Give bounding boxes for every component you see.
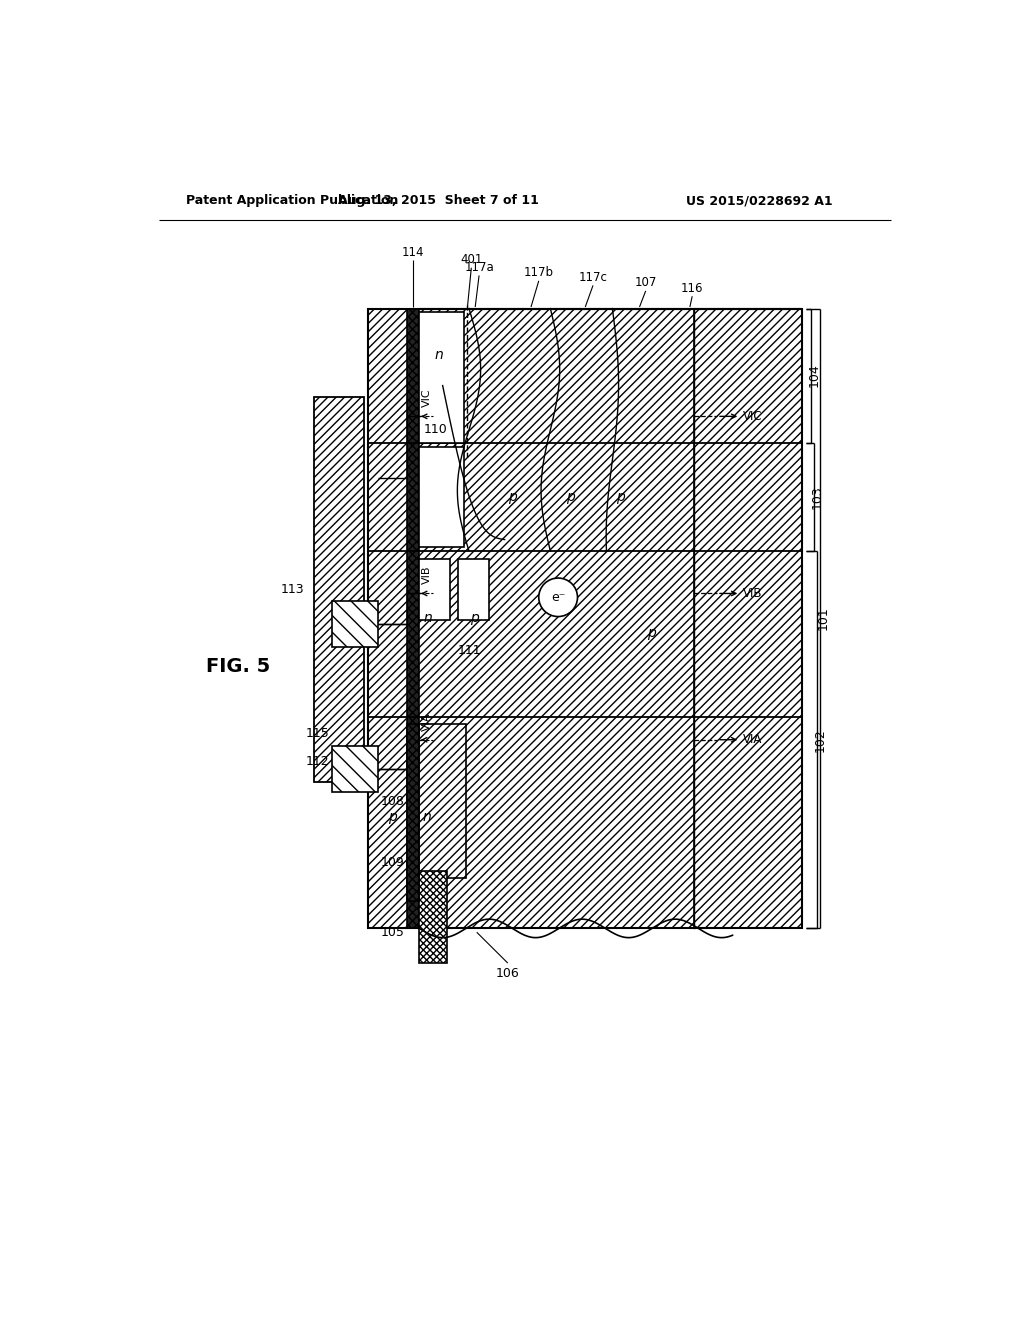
Text: FIG. 5: FIG. 5 <box>206 657 269 676</box>
Bar <box>407 309 420 928</box>
Text: US 2015/0228692 A1: US 2015/0228692 A1 <box>686 194 833 207</box>
Text: VIC: VIC <box>422 388 432 407</box>
Text: VIB: VIB <box>422 566 432 585</box>
Text: n: n <box>423 611 432 626</box>
Bar <box>420 447 464 548</box>
Text: 107: 107 <box>635 276 656 289</box>
Bar <box>407 725 420 902</box>
Text: VIA: VIA <box>742 733 762 746</box>
Bar <box>420 558 451 620</box>
Text: 113: 113 <box>281 583 305 597</box>
Text: VIA: VIA <box>422 711 432 730</box>
Text: p: p <box>566 490 574 504</box>
Text: 117c: 117c <box>579 271 607 284</box>
Text: VIC: VIC <box>742 409 762 422</box>
Text: 115: 115 <box>306 727 330 739</box>
Text: p: p <box>616 490 625 504</box>
Circle shape <box>539 578 578 616</box>
Text: 109: 109 <box>381 857 404 870</box>
Text: e⁻: e⁻ <box>551 591 565 603</box>
Text: 104: 104 <box>807 364 820 387</box>
Bar <box>458 558 489 620</box>
Text: Aug. 13, 2015  Sheet 7 of 11: Aug. 13, 2015 Sheet 7 of 11 <box>338 194 539 207</box>
Text: 111: 111 <box>458 644 481 656</box>
Bar <box>332 601 378 647</box>
Text: 105: 105 <box>381 925 404 939</box>
Bar <box>420 871 446 964</box>
Bar <box>420 725 466 878</box>
Text: 114: 114 <box>402 246 425 259</box>
Bar <box>369 309 802 928</box>
Text: 117a: 117a <box>464 261 494 275</box>
Text: 112: 112 <box>306 755 330 768</box>
Text: 401: 401 <box>460 253 482 267</box>
Text: 108: 108 <box>381 795 404 808</box>
Text: 102: 102 <box>814 727 826 751</box>
Bar <box>332 746 378 792</box>
Text: n: n <box>423 809 431 824</box>
Text: Patent Application Publication: Patent Application Publication <box>186 194 398 207</box>
Text: p: p <box>508 490 516 504</box>
Text: 103: 103 <box>810 486 823 510</box>
Bar <box>420 313 464 444</box>
Text: n: n <box>435 347 443 362</box>
Text: 110: 110 <box>423 422 447 436</box>
Bar <box>314 397 365 781</box>
Text: 117b: 117b <box>523 267 554 280</box>
Text: 106: 106 <box>496 966 519 979</box>
Text: VIB: VIB <box>742 587 762 601</box>
Text: p: p <box>388 809 396 824</box>
Text: 101: 101 <box>817 606 829 630</box>
Text: p: p <box>647 627 656 640</box>
Text: p: p <box>470 611 478 626</box>
Text: 116: 116 <box>681 281 703 294</box>
